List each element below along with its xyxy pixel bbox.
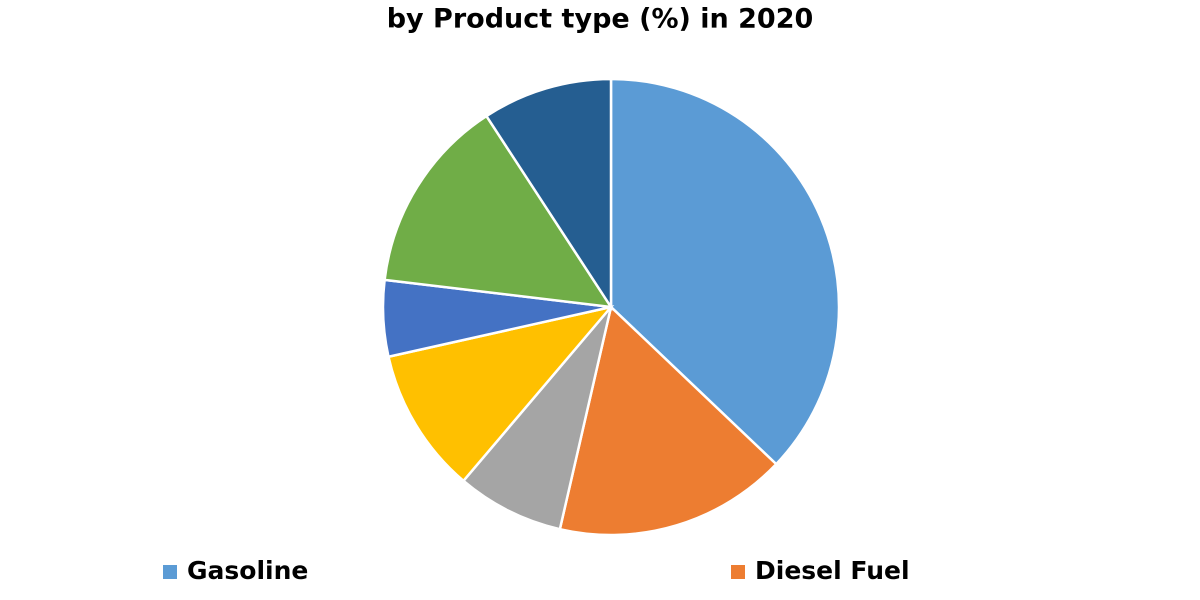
- pie-slice: [558, 304, 778, 537]
- legend-label: Diesel Fuel: [755, 556, 910, 585]
- legend-swatch: [163, 565, 177, 579]
- pie-slice: [484, 77, 613, 312]
- pie-slice: [609, 77, 841, 466]
- pie-slice: [383, 114, 614, 309]
- pie-slice: [386, 304, 615, 483]
- legend-swatch: [731, 565, 745, 579]
- pie-slice: [461, 306, 613, 531]
- legend-label: Gasoline: [187, 556, 308, 585]
- chart-title: by Product type (%) in 2020: [387, 4, 814, 35]
